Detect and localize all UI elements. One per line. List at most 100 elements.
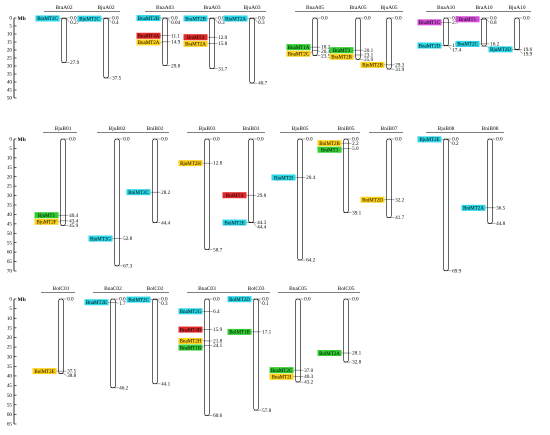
gene-label: BniMT2C <box>128 191 149 196</box>
gene-label: BnaMT4A <box>138 35 160 40</box>
position-label: 0.0 <box>119 297 126 303</box>
chromosome-bar <box>253 298 259 411</box>
gene-label: BnaMT1B <box>180 346 202 351</box>
gene-leader <box>207 43 210 44</box>
gene-label-box <box>269 367 294 374</box>
chromosome-name: BolC01 <box>53 286 70 292</box>
position-label: 12.0 <box>218 35 227 41</box>
scale-tick-label: 45 <box>7 88 13 94</box>
chromosome-group: BnaA03 BraA03 BjuA030.00.0411.114.929.8Bna… <box>136 5 268 87</box>
scale-tick-label: 25 <box>7 184 13 190</box>
position-label: 32.2 <box>395 197 404 203</box>
scale-unit-label: Mb <box>18 297 26 303</box>
scale-tick-label: 10 <box>7 155 13 161</box>
panel-c: 0 5 10 15 20 25 30 35 40 45 50 55 60 65 Mb BolC01 0.0 37.… <box>7 286 362 428</box>
chromosome-name: BniB05 <box>338 126 355 132</box>
position-label: 2.7 <box>452 20 459 26</box>
position-label: 0.0 <box>218 16 225 22</box>
position-label: 0.0 <box>321 16 328 22</box>
gene-label: BnaMT4B <box>180 328 202 333</box>
position-label: 0.8 <box>490 20 497 26</box>
gene-leader <box>202 345 205 348</box>
position-label: 11.1 <box>171 33 180 39</box>
scale-tick-label: 0 <box>9 137 12 143</box>
scale-tick-label: 45 <box>7 221 13 227</box>
gene-label-box <box>136 32 161 39</box>
position-label: 0.0 <box>523 16 530 22</box>
chromosome-group: BjuB03 BniB03 0.0 12.8 58.7 BjuMT2H 0.0 29.8 44.… <box>178 126 267 253</box>
chromosome-bar <box>103 17 109 79</box>
chromosome-bar <box>295 298 301 383</box>
gene-label-box <box>227 296 252 303</box>
chromosome-name: BraA02 <box>55 5 72 11</box>
position-label: 69.9 <box>452 268 461 274</box>
gene-label-box <box>35 15 60 22</box>
position-label: 37.5 <box>112 76 121 82</box>
gene-label: BjuMT2B <box>362 64 383 69</box>
chromosome-bar <box>386 138 392 218</box>
scale-tick-label: 15 <box>7 165 13 171</box>
gene-label-box <box>222 219 247 226</box>
gene-label: BnaMT1C <box>419 21 441 26</box>
position-leader <box>157 299 161 304</box>
gene-label: BraMT2A <box>185 43 206 48</box>
position-label: 0.0 <box>306 137 313 143</box>
scale-tick-label: 35 <box>7 72 13 78</box>
gene-label: BjuMT2D <box>490 48 511 53</box>
chromosome-bar <box>297 138 303 261</box>
gene-label-box <box>126 296 151 303</box>
position-label: 24.1 <box>213 343 222 349</box>
scale-tick-label: 35 <box>7 364 13 370</box>
gene-label: BolMT2D <box>229 298 250 303</box>
scale-tick-label: 5 <box>9 24 12 30</box>
chromosome: 0.0 6.4 15.9 21.824.1 60.6 BnaMT2G BnaMT4B BnaM… <box>178 297 223 419</box>
position-label: 0.04 <box>171 20 180 26</box>
position-label: 0.2 <box>452 141 459 147</box>
chromosome-bar <box>487 138 493 224</box>
gene-label: BolMT1B <box>229 331 250 336</box>
gene-label-box <box>271 174 296 181</box>
gene-label-box <box>329 53 354 60</box>
gene-label: BraMT4 <box>187 36 205 41</box>
gene-label: BniMT2B <box>319 142 340 147</box>
position-label: 23.5 <box>321 54 330 60</box>
gene-leader <box>58 220 61 222</box>
chromosome-name: BnaA03 <box>156 5 174 11</box>
gene-label: BnaMT2C <box>271 369 293 374</box>
chromosome-bar <box>152 138 158 224</box>
chromosome: 0.0 12.8 58.7 BjuMT2H <box>178 137 223 253</box>
scale-tick-label: 10 <box>7 32 13 38</box>
scale-tick-label: 40 <box>7 80 13 86</box>
gene-leader <box>160 41 163 43</box>
scale-tick-label: 0 <box>9 297 12 303</box>
scale-tick-label: 25 <box>7 56 13 62</box>
gene-label-box <box>223 15 248 22</box>
chromosome-name: BjuA05 <box>380 5 397 11</box>
chromosome-bar <box>60 138 66 226</box>
chromosome-name: BjuA02 <box>97 5 114 11</box>
position-label: 28.2 <box>161 190 170 196</box>
position-label: 27.9 <box>70 60 79 66</box>
gene-label-box <box>34 212 59 219</box>
position-label: 21.8 <box>213 339 222 345</box>
chromosome-bar <box>343 138 349 214</box>
chromosome: 0.00.3 40.7 BjuMT2A <box>223 15 268 87</box>
position-label: 25.9 <box>364 57 373 63</box>
chromosome-name: BnaC03 <box>198 286 216 292</box>
position-label: 0.0 <box>395 137 402 143</box>
gene-label-box <box>178 160 203 167</box>
chromosome: 0.00.27 27.9 BraMT2C <box>35 15 80 66</box>
gene-label: BniMT2D <box>362 199 383 204</box>
gene-label: BraMT2C <box>37 17 58 22</box>
chromosome: 0.0 28.1 32.8 BolMT2A <box>317 297 362 366</box>
gene-label-box <box>136 15 161 22</box>
chromosome-group: BnaC02 BolC020.01.746.2BnaMT2E0.00.344.1B… <box>84 286 171 391</box>
position-label: 0.3 <box>258 20 265 26</box>
chromosome: 0.02.25.0 39.1 BniMT2B BniMT3 <box>317 137 362 216</box>
position-leader <box>258 299 262 304</box>
chromosome: 0.0 37.538.8 BolMT2E <box>32 297 77 379</box>
chromosome-name: BnaA10 <box>437 5 455 11</box>
position-label: 44.3 <box>257 220 266 226</box>
